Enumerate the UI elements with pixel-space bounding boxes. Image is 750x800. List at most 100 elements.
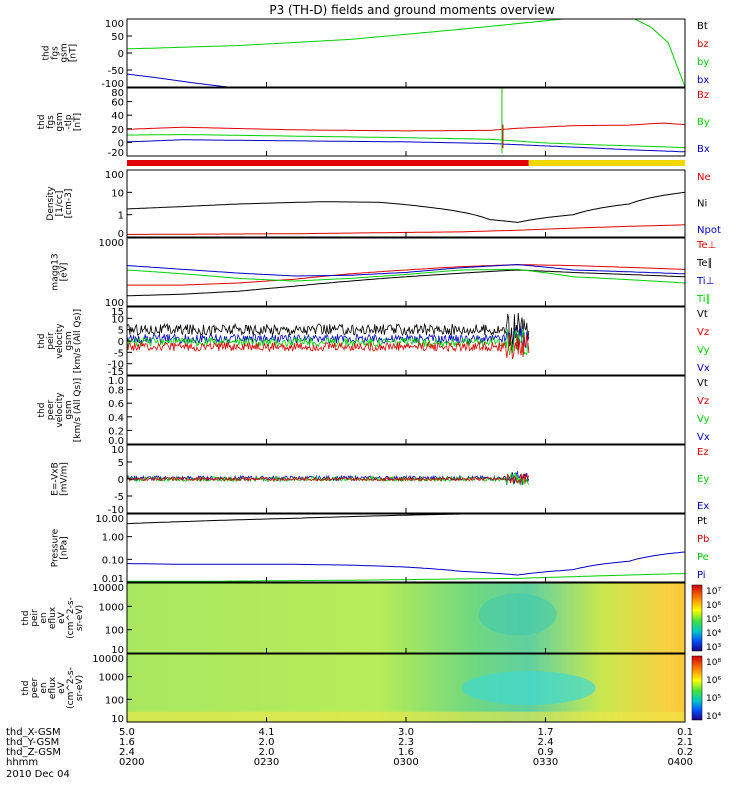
- y-tick-label: 50: [111, 32, 124, 43]
- footer-row-label: thd_X-GSM: [6, 727, 61, 738]
- y-axis-label-line: [1/cc]: [55, 191, 65, 217]
- footer-value: 2.4: [538, 737, 554, 748]
- legend-entry: Bz: [697, 90, 709, 101]
- y-tick-label: 1000: [99, 673, 124, 684]
- y-tick-label: 15: [111, 307, 124, 318]
- y-axis-label-line: thd: [37, 115, 47, 130]
- series-Vz: [127, 333, 530, 360]
- legend-entry: by: [697, 57, 709, 68]
- y-tick-label: 0.0: [108, 436, 124, 447]
- plot-area: [127, 312, 530, 360]
- footer-value: 5.0: [119, 727, 135, 738]
- y-tick-label: 100: [105, 695, 124, 706]
- y-tick-label: 1.0: [108, 376, 124, 387]
- panel-4: 1000 100 magg13 [eV] Te⊥ Te∥ Ti⊥ Ti∥: [51, 237, 716, 309]
- legend-entry: Npot: [697, 225, 721, 236]
- legend-entry: Ti⊥: [696, 276, 714, 287]
- y-tick-label: 100: [105, 170, 124, 181]
- y-axis-label-line: fgs: [51, 46, 61, 60]
- y-axis-label: Density [1/cc] [cm-3]: [46, 186, 74, 221]
- footer-value: 0.1: [677, 727, 693, 738]
- footer-value: 3.0: [398, 727, 414, 738]
- series-Te∥: [127, 269, 685, 297]
- colorbar-tick-label: 10⁷: [706, 587, 721, 597]
- y-tick-label: 0.8: [108, 386, 124, 397]
- legend-entry: Ex: [697, 501, 709, 512]
- y-tick-label: 0: [118, 138, 124, 149]
- panel-8: 10.00 1.00 0.10 0.01 Pressure [nPa] Pt Pb Pe Pi: [51, 513, 709, 585]
- series-Ti∥: [127, 268, 685, 284]
- colorbar-tick-label: 10⁴: [706, 629, 721, 639]
- y-tick-label: 1000: [99, 602, 124, 613]
- y-tick-label: -5: [114, 348, 124, 359]
- panel-10: 10⁸ 10⁶ 10⁵ 10⁴ 10000 1000 100 10 thd peer en eflux…: [21, 653, 721, 725]
- series-Bx: [127, 139, 685, 153]
- y-axis-label-line: eflux: [48, 606, 58, 629]
- y-axis-label-line: fgs: [46, 115, 56, 129]
- y-axis-label-line: peer: [46, 399, 56, 420]
- y-axis-label-line: gsm: [64, 400, 74, 419]
- colorbar: [691, 584, 703, 652]
- y-tick-label: 10000: [92, 583, 124, 594]
- y-tick-label: 1: [118, 211, 124, 222]
- footer-value: 1.7: [538, 727, 554, 738]
- y-axis-label: thd peir velocity gsm [km/s (All Qs)]: [37, 309, 83, 373]
- series-Bz: [127, 122, 685, 132]
- series-by: [127, 19, 569, 50]
- footer-value: 2.3: [398, 737, 414, 748]
- y-axis-label-line: thd: [42, 46, 52, 61]
- y-tick-label: 100: [105, 626, 124, 637]
- footer-value: 0.2: [677, 747, 693, 758]
- y-tick-label: 0.6: [108, 399, 124, 410]
- y-axis-label-line: eflux: [48, 676, 58, 699]
- quality-bar-segment: [127, 160, 529, 166]
- plot-area: [127, 470, 530, 486]
- quality-bar-segment: [528, 160, 685, 166]
- footer-value: 2.0: [259, 747, 275, 758]
- y-tick-label: 60: [111, 98, 124, 109]
- y-axis-label-line: [km/s (All Qs)]: [73, 309, 83, 373]
- y-axis-label-line: thd: [21, 611, 31, 626]
- series-Vx: [127, 325, 530, 351]
- y-axis-label: Pressure [nPa]: [51, 528, 70, 567]
- y-axis-label-line: en: [39, 612, 49, 623]
- plot-area: [127, 88, 685, 154]
- series-Ni: [127, 191, 685, 223]
- legend-entry: bx: [697, 75, 709, 86]
- y-tick-label: 0: [118, 337, 124, 348]
- y-axis-label: thd fgs gsm [nT]: [42, 43, 79, 62]
- plot-area: [127, 19, 685, 87]
- y-axis-label-line: thd: [21, 681, 31, 696]
- y-tick-label: -10: [108, 360, 124, 371]
- y-tick-label: 10: [111, 714, 124, 725]
- legend-entry: Vz: [697, 327, 709, 338]
- series-By: [127, 134, 685, 149]
- panel-6: 1.00.8 0.6 0.4 0.20.0 thd peer velocity gsm [km/…: [37, 375, 710, 447]
- y-axis-label-line: peer: [30, 677, 40, 698]
- legend-entry: Pe: [697, 552, 709, 563]
- panel-frame: [126, 87, 686, 157]
- footer-row-label: thd_Y-GSM: [6, 737, 59, 748]
- y-axis-label-line: [nT]: [69, 44, 79, 62]
- spectrogram: [127, 583, 685, 653]
- colorbar-tick-label: 10⁴: [706, 712, 721, 722]
- y-axis-label-line: Density: [46, 186, 56, 221]
- y-tick-label: -5: [114, 492, 124, 503]
- y-tick-label: -15: [108, 367, 124, 378]
- y-axis-label-line: eV: [57, 681, 67, 694]
- y-tick-label: 1000: [99, 238, 124, 249]
- plot-area: [127, 583, 685, 653]
- plot-area: [127, 654, 685, 722]
- legend-entry: Te⊥: [696, 240, 716, 251]
- y-tick-label: 10000: [92, 654, 124, 665]
- y-tick-label: 100: [105, 298, 124, 309]
- legend-entry: Vy: [697, 414, 710, 425]
- legend-entry: Bt: [697, 21, 708, 32]
- colorbar: [691, 655, 703, 721]
- y-tick-label: 80: [111, 88, 124, 99]
- footer-value: 2.0: [259, 737, 275, 748]
- y-axis-label-line: [km/s (All Qs)]: [73, 378, 83, 442]
